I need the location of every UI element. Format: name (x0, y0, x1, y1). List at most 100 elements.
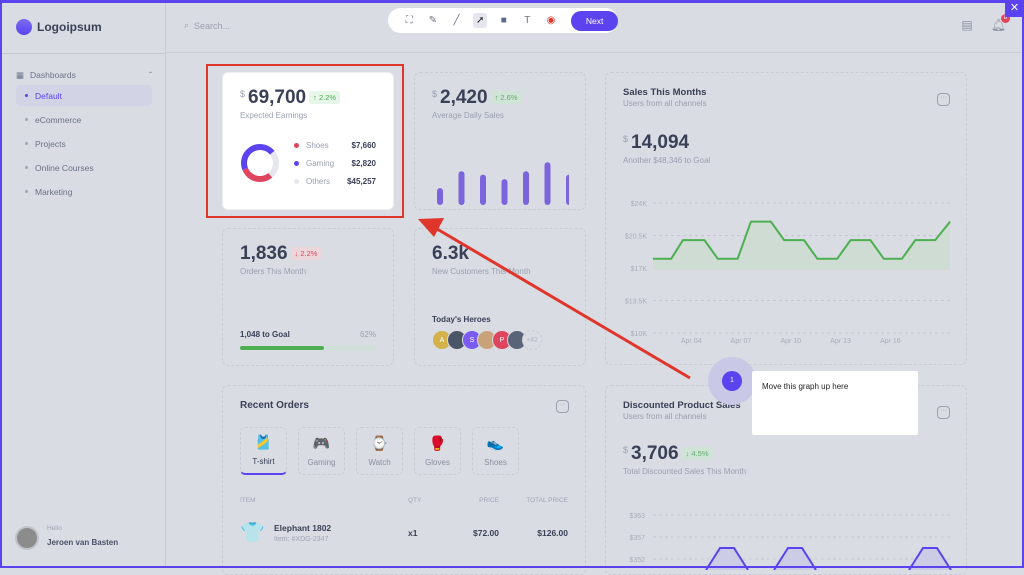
table-row[interactable]: 👕 Elephant 1802 Item: #XDG-2347 x1 $72.00… (240, 520, 568, 545)
tab-gaming[interactable]: 🎮 Gaming (298, 427, 345, 475)
customers-label: New Customers This Month (432, 267, 531, 276)
y-tick-label: $17K (631, 266, 648, 273)
sidebar-item-default[interactable]: Default (16, 85, 152, 106)
more-options-button[interactable]: ··· (556, 400, 569, 413)
discounted-product-sales-card: Discounted Product Sales Users from all … (605, 385, 967, 575)
header: ⌕ Search... ⛶ ✎ ╱ ➚ ■ T ◉ Next ▤ 🔔︎ 8 (166, 0, 1024, 53)
logo[interactable]: Logoipsum (16, 19, 102, 35)
bar (480, 174, 486, 205)
legend-item: Shoes $7,660 (294, 136, 376, 154)
sidebar-section-dashboards[interactable]: ▦ Dashboards ˆ (16, 68, 152, 82)
earnings-donut-chart (241, 144, 279, 182)
series-line (705, 547, 749, 570)
y-tick-label: $24K (631, 201, 648, 208)
goal-progress-fill (240, 346, 325, 350)
discounted-label: Total Discounted Sales This Month (623, 467, 747, 476)
goal-percent: 62% (359, 330, 376, 339)
bullet-icon (25, 118, 28, 121)
heroes-avatars: A S P +42 (432, 330, 542, 350)
goal-text: Another $48,346 to Goal (623, 156, 711, 165)
pen-icon[interactable]: ✎ (428, 15, 438, 26)
tab-shoes[interactable]: 👟 Shoes (472, 427, 519, 475)
bar (566, 174, 569, 205)
x-tick-label: Apr 07 (731, 338, 752, 345)
search-icon: ⌕ (184, 20, 190, 30)
orders-card: 1,836 ↓ 2.2% Orders This Month 1,048 to G… (222, 228, 394, 366)
table-header: ITEM QTY PRICE TOTAL PRICE (240, 497, 568, 504)
next-button[interactable]: Next (571, 10, 619, 31)
header-icons: ▤ 🔔︎ 8 (961, 14, 1010, 32)
daily-bar-chart (437, 162, 569, 205)
bar (437, 188, 443, 205)
tab-watch[interactable]: ⌚ Watch (356, 427, 403, 475)
tab-label: Watch (368, 458, 391, 467)
sidebar-item-label: Online Courses (35, 162, 94, 173)
select-region-icon[interactable]: ⛶ (405, 15, 413, 26)
arrow-icon[interactable]: ➚ (472, 13, 488, 28)
daily-value: $2,420 ↑ 2.6% (432, 87, 568, 109)
value: 69,700 (248, 87, 307, 108)
bullet-icon (25, 94, 28, 97)
change-badge: ↓ 4.5% (681, 447, 713, 460)
tab-label: Gloves (425, 458, 450, 467)
tab-label: Gaming (307, 458, 336, 467)
divider (0, 53, 166, 54)
column-header: PRICE (479, 497, 499, 504)
currency: $ (432, 89, 438, 99)
y-tick-label: $10K (631, 331, 648, 338)
legend-label: Shoes (306, 140, 329, 150)
sidebar: Logoipsum ▦ Dashboards ˆ Default eCommerce… (0, 0, 166, 568)
tab-t-shirt[interactable]: 🎽 T-shirt (240, 427, 287, 475)
currency: $ (240, 89, 246, 99)
notification-badge: 8 (1001, 14, 1010, 23)
sidebar-item-label: eCommerce (35, 114, 82, 125)
bell-icon[interactable]: 🔔︎ 8 (991, 14, 1010, 32)
text-icon[interactable]: T (524, 15, 531, 26)
legend-label: Gaming (306, 158, 335, 168)
annotation-marker[interactable]: 1 (708, 357, 756, 405)
user-profile[interactable]: Hello Jeroen van Basten (15, 525, 118, 550)
legend-item: Others $45,257 (294, 172, 376, 190)
currency: $ (623, 134, 629, 144)
tab-gloves[interactable]: 🥊 Gloves (414, 427, 461, 475)
tab-label: Shoes (484, 458, 507, 467)
orders-label: Orders This Month (240, 267, 307, 276)
more-options-button[interactable]: ··· (937, 93, 950, 106)
step-number: 1 (722, 371, 742, 391)
price: $72.00 (473, 527, 499, 538)
logo-icon (16, 19, 32, 35)
more-heroes[interactable]: +42 (522, 330, 542, 350)
search-placeholder: Search... (194, 20, 231, 31)
more-options-button[interactable]: ··· (937, 406, 950, 419)
annotation-comment: Move this graph up here (752, 371, 918, 435)
highlight-rectangle (206, 64, 404, 218)
sales-value: $14,094 (623, 132, 949, 154)
sidebar-item-label: Default (35, 90, 62, 101)
change-badge: ↑ 2.2% (309, 91, 341, 104)
sidebar-item-ecommerce[interactable]: eCommerce (16, 109, 152, 130)
y-tick-label: $363 (629, 513, 645, 520)
value: 14,094 (631, 132, 690, 153)
bar (544, 162, 551, 205)
new-customers-card: 6.3k New Customers This Month Today's He… (414, 228, 586, 366)
legend-value: $2,820 (351, 158, 376, 168)
goal-row: 1,048 to Goal 62% (240, 330, 376, 339)
close-icon[interactable]: ✕ (1005, 0, 1024, 17)
y-tick-label: $357 (629, 535, 645, 542)
calendar-icon[interactable]: ▤ (961, 18, 973, 32)
gloves-icon: 🥊 (428, 435, 447, 451)
sidebar-item-projects[interactable]: Projects (16, 133, 152, 154)
rectangle-icon[interactable]: ■ (500, 15, 507, 26)
sidebar-item-marketing[interactable]: Marketing (16, 181, 152, 202)
sidebar-item-label: Projects (35, 138, 66, 149)
sales-line-chart: $24K $20.5K $17K $13.5K $10K Apr 04 Apr 07 Apr … (625, 201, 951, 345)
orders-value: 1,836 ↓ 2.2% (240, 243, 376, 265)
category-tabs: 🎽 T-shirt 🎮 Gaming ⌚ Watch 🥊 Gloves 👟 Shoes (240, 427, 568, 475)
legend-dot (294, 178, 299, 184)
bullet-icon (25, 166, 28, 169)
sidebar-item-online-courses[interactable]: Online Courses (16, 157, 152, 178)
line-icon[interactable]: ╱ (453, 15, 460, 26)
record-icon[interactable]: ◉ (546, 15, 556, 26)
search-input[interactable]: ⌕ Search... (184, 20, 230, 31)
item-name: Elephant 1802 (274, 522, 332, 533)
